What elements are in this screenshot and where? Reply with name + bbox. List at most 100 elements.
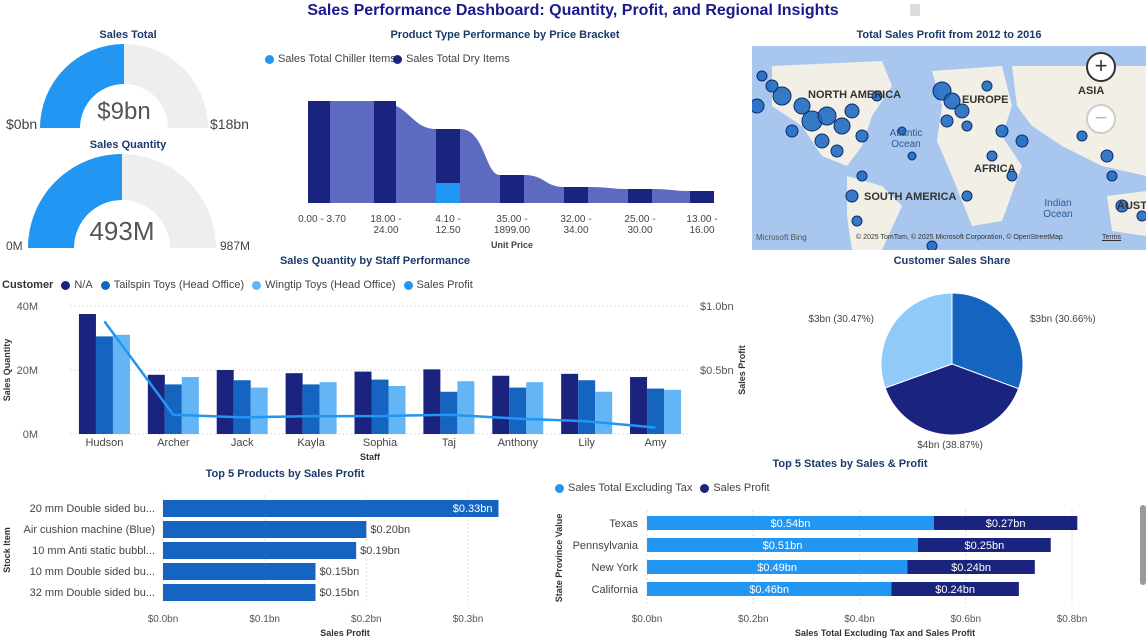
products-value-4: $0.15bn xyxy=(320,587,360,599)
staff-y2tick-0: $0.5bn xyxy=(700,365,734,377)
ribbon-cat-2: 4.10 - 12.50 xyxy=(435,214,461,236)
map-label-south-america: SOUTH AMERICA xyxy=(864,191,957,203)
staff-bar-1-2 xyxy=(233,380,251,434)
staff-bar-2-2 xyxy=(250,387,268,434)
ribbon-legend-dry-dot xyxy=(393,54,402,64)
ribbon-bar-1 xyxy=(374,101,396,203)
staff-bar-1-3 xyxy=(302,384,320,434)
products-value-1: $0.20bn xyxy=(370,524,410,536)
states-legend-dot-0 xyxy=(555,483,564,493)
staff-chart-title: Sales Quantity by Staff Performance xyxy=(279,255,471,267)
staff-xtick-5: Taj xyxy=(442,437,456,449)
products-name-0: 20 mm Double sided bu... xyxy=(30,503,155,515)
staff-xtick-0: Hudson xyxy=(85,437,123,449)
states-legend-dot-1 xyxy=(700,483,710,493)
staff-bar-0-5 xyxy=(423,369,441,434)
map-bubble-0 xyxy=(772,86,792,106)
products-chart: $0.0bn $0.1bn $0.2bn $0.3bn 20 mm Double sid… xyxy=(2,495,499,638)
map-bubble-9 xyxy=(785,124,799,138)
ribbon-bar-2a xyxy=(436,129,460,183)
staff-bar-2-1 xyxy=(181,377,199,434)
map-bubble-29 xyxy=(1076,130,1088,142)
ribbon-legend-dry-label: Sales Total Dry Items xyxy=(406,53,510,65)
ribbon-legend-chiller: Sales Total Chiller Items xyxy=(265,53,396,65)
products-value-3: $0.15bn xyxy=(320,566,360,578)
page-title: Sales Performance Dashboard: Quantity, P… xyxy=(307,2,839,19)
map-bubble-11 xyxy=(871,90,883,102)
staff-bar-0-4 xyxy=(354,371,372,434)
gauge-sales-total-fill xyxy=(40,44,124,128)
staff-bar-1-8 xyxy=(647,388,665,434)
map-bubble-26 xyxy=(1006,170,1018,182)
products-name-3: 10 mm Double sided bu... xyxy=(30,566,155,578)
products-ylabel: Stock Item xyxy=(2,527,12,573)
ribbon-legend-chiller-label: Sales Total Chiller Items xyxy=(278,53,396,65)
states-legend: Sales Total Excluding Tax Sales Profit xyxy=(555,482,770,494)
states-ylabel: State Province Value xyxy=(554,514,564,603)
map-bubble-25 xyxy=(986,150,998,162)
ribbon-bar-5 xyxy=(628,189,652,203)
map-bubble-16 xyxy=(851,215,863,227)
map-label-indian: Indian Ocean xyxy=(1043,198,1073,220)
gauge-sales-total-max: $18bn xyxy=(210,116,249,132)
states-xtick-1: $0.2bn xyxy=(738,614,769,625)
staff-bar-2-0 xyxy=(112,334,130,434)
title-marker-icon xyxy=(910,4,920,16)
states-profit-bar-2 xyxy=(907,560,1035,574)
land-asia xyxy=(1012,66,1146,176)
staff-bar-0-1 xyxy=(147,374,165,434)
map-bubble-23 xyxy=(995,124,1009,138)
products-bar-3 xyxy=(163,563,316,580)
states-profit-bar-3 xyxy=(891,582,1019,596)
states-xtick-3: $0.6bn xyxy=(950,614,981,625)
map-copyright: © 2025 TomTom, © 2025 Microsoft Corporat… xyxy=(856,234,1063,241)
map-bubble-18 xyxy=(943,92,961,110)
map-bubble-8 xyxy=(830,144,844,158)
products-bar-0 xyxy=(163,500,499,517)
map-bubble-21 xyxy=(961,120,973,132)
map-zoom-in-button[interactable]: + xyxy=(1086,52,1116,82)
states-xtick-0: $0.0bn xyxy=(632,614,663,625)
states-name-2: New York xyxy=(592,562,639,574)
staff-legend-dot-1 xyxy=(100,280,110,290)
states-sales-label-3: $0.46bn xyxy=(749,584,789,596)
sales-profit-map[interactable]: NORTH AMERICA EUROPE ASIA AFRICA SOUTH A… xyxy=(752,46,1146,250)
states-sales-label-0: $0.54bn xyxy=(771,518,811,530)
map-label-africa: AFRICA xyxy=(974,163,1016,175)
staff-legend-dot-2 xyxy=(252,280,262,290)
staff-legend-dot-3 xyxy=(403,280,413,290)
map-label-asia: ASIA xyxy=(1078,85,1105,97)
map-bubble-22 xyxy=(981,80,993,92)
map-title: Total Sales Profit from 2012 to 2016 xyxy=(856,29,1042,41)
states-sales-bar-1 xyxy=(647,538,918,552)
staff-xtick-1: Archer xyxy=(157,437,190,449)
map-bubble-28 xyxy=(926,240,938,250)
staff-xlabel: Staff xyxy=(360,452,381,462)
products-bar-2 xyxy=(163,542,357,559)
map-bubble-15 xyxy=(845,189,859,203)
map-bubbles xyxy=(752,70,1146,250)
staff-bar-2-3 xyxy=(319,382,337,434)
products-name-1: Air cushion machine (Blue) xyxy=(24,524,155,536)
map-bubble-34 xyxy=(752,98,765,114)
products-value-0: $0.33bn xyxy=(453,503,493,515)
staff-xtick-2: Jack xyxy=(231,437,254,449)
map-zoom-out-button[interactable]: − xyxy=(1086,104,1116,134)
staff-legend-title: Customer xyxy=(2,279,54,291)
states-sales-bar-2 xyxy=(647,560,908,574)
products-name-2: 10 mm Anti static bubbl... xyxy=(32,545,155,557)
pie-slice-2 xyxy=(880,292,953,389)
map-bubble-12 xyxy=(897,126,907,136)
pie-label-2: $3bn (30.47%) xyxy=(808,314,874,325)
pie-label-0: $3bn (30.66%) xyxy=(1030,314,1096,325)
page-scrollbar[interactable] xyxy=(1140,505,1146,585)
products-xtick-0: $0.0bn xyxy=(148,614,179,625)
map-terms-link[interactable]: Terms xyxy=(1102,234,1122,241)
map-bubble-3 xyxy=(817,106,837,126)
states-xlabel: Sales Total Excluding Tax and Sales Prof… xyxy=(795,628,975,638)
map-bubble-1 xyxy=(793,97,811,115)
staff-legend-dot-0 xyxy=(61,280,71,290)
states-sales-label-2: $0.49bn xyxy=(757,562,797,574)
staff-legend: Customer N/A Tailspin Toys (Head Office)… xyxy=(2,279,473,291)
gauge-sales-total-min: $0bn xyxy=(6,116,38,132)
